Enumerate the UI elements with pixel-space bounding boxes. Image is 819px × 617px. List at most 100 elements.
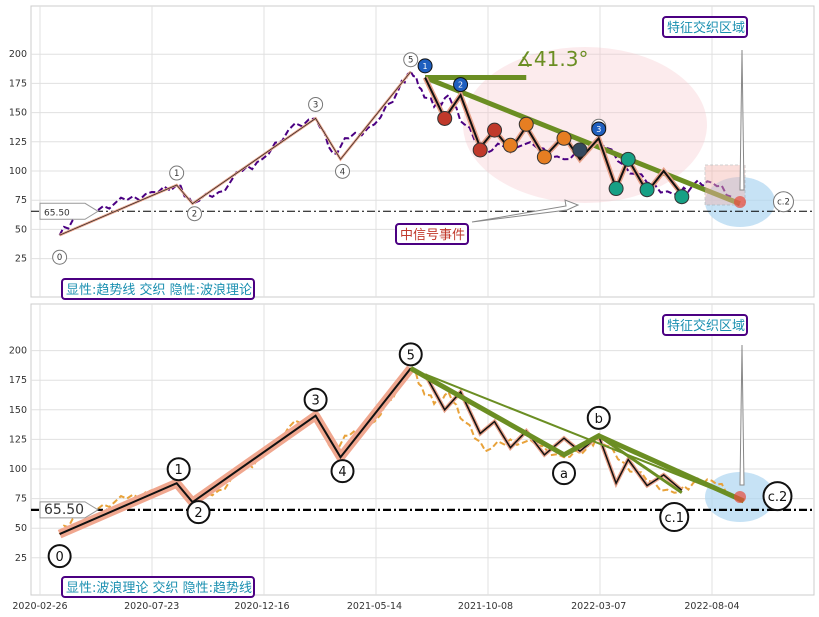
- bottom-wave-marker-0: [47, 544, 72, 569]
- bottom-wave-label-3: 3: [311, 394, 319, 409]
- bottom-wave-label-6: a: [560, 467, 568, 482]
- top-subwave-label-2: 3: [596, 125, 601, 134]
- bottom-wave-marker-1: [166, 457, 191, 482]
- bottom-wave-marker-4: [330, 459, 355, 484]
- top-subwave-dot-5: [536, 149, 552, 165]
- top-ytick-7: 200: [9, 49, 27, 60]
- bottom-ytick-4: 125: [9, 434, 27, 445]
- top-wave-label-5: 5: [408, 56, 413, 66]
- signal-arrow: [471, 199, 580, 223]
- xtick-1: 2020-07-23: [124, 601, 179, 612]
- bottom-ytick-0: 25: [15, 553, 27, 564]
- top-subwave-dot-6: [556, 130, 572, 146]
- xtick-4: 2021-10-08: [458, 601, 513, 612]
- top-wave-marker-2: [187, 206, 203, 222]
- top-subwave-dot-2: [487, 122, 503, 138]
- bottom-ytick-6: 175: [9, 375, 27, 386]
- top-feature-box: 特征交织区域: [662, 16, 748, 38]
- bottom-wave-label-5: 5: [407, 348, 415, 363]
- bottom-feature-box: 特征交织区域: [662, 314, 748, 336]
- top-wave-label-7: c.2: [777, 198, 790, 208]
- bottom-ytick-5: 150: [9, 405, 27, 416]
- bottom-feature-point: [734, 491, 746, 503]
- top-wave-marker-4: [335, 163, 351, 179]
- top-wave-marker-7: [772, 191, 794, 213]
- bottom-wave-label-2: 2: [194, 506, 202, 521]
- top-corrective-wave: [424, 77, 683, 196]
- top-corner-box: 显性:趋势线 交织 隐性:波浪理论: [61, 278, 255, 300]
- top-subwave-marker-2: [591, 121, 607, 137]
- xtick-2: 2020-12-16: [234, 601, 289, 612]
- bottom-trend-line-2: [409, 366, 745, 504]
- angle-label: ∡41.3°: [516, 47, 588, 71]
- top-corner-text: 显性:趋势线 交织 隐性:波浪理论: [66, 282, 252, 298]
- bottom-impulse-wave: [59, 367, 412, 536]
- bottom-wave-marker-7: [586, 405, 611, 430]
- top-wave-label-3: 3: [313, 100, 318, 110]
- bottom-wave-label-8: c.1: [664, 511, 684, 526]
- top-wave-label-4: 4: [340, 167, 345, 177]
- top-ytick-3: 100: [9, 166, 27, 177]
- top-subwave-marker-0: [417, 58, 433, 74]
- top-wave-marker-3: [308, 96, 324, 112]
- bottom-ytick-3: 100: [9, 464, 27, 475]
- bottom-ref-label: 65.50: [44, 502, 84, 518]
- top-feature-point: [734, 196, 746, 208]
- bottom-wave-label-9: c.2: [768, 490, 788, 505]
- top-subwave-dot-11: [674, 189, 690, 205]
- top-wave-label-2: 2: [192, 210, 197, 220]
- bottom-ytick-7: 200: [9, 346, 27, 357]
- bottom-wave-label-7: b: [595, 412, 603, 427]
- bottom-wave-marker-8: [659, 502, 690, 533]
- bottom-ref-arrow: [39, 501, 99, 519]
- top-subwave-dot-0: [437, 110, 453, 126]
- bottom-feature-text: 特征交织区域: [667, 318, 745, 334]
- xtick-6: 2022-08-04: [684, 601, 739, 612]
- xtick-5: 2022-03-07: [571, 601, 626, 612]
- xtick-3: 2021-05-14: [347, 601, 402, 612]
- top-subwave-dot-7: [572, 142, 588, 158]
- top-ytick-5: 150: [9, 108, 27, 119]
- bottom-ytick-1: 50: [15, 523, 27, 534]
- bottom-wave-marker-6: [552, 461, 577, 486]
- bottom-wave-marker-3: [303, 387, 328, 412]
- top-impulse-wave-core: [59, 71, 411, 236]
- signal-box: 中信号事件: [395, 223, 469, 245]
- signal-text: 中信号事件: [400, 228, 465, 243]
- bottom-ytick-2: 75: [15, 494, 27, 505]
- top-ytick-4: 125: [9, 137, 27, 148]
- top-ref-arrow: [39, 202, 99, 220]
- top-ytick-6: 175: [9, 78, 27, 89]
- top-ref-label: 65.50: [44, 208, 70, 218]
- top-ytick-2: 75: [15, 195, 27, 206]
- top-wave-marker-1: [169, 165, 185, 181]
- top-subwave-dot-8: [608, 181, 624, 197]
- bottom-wave-label-0: 0: [55, 550, 63, 565]
- bottom-corner-box: 显性:波浪理论 交织 隐性:趋势线: [61, 576, 255, 598]
- top-trend-line: [424, 75, 741, 207]
- top-subwave-dot-3: [502, 137, 518, 153]
- bottom-wave-label-4: 4: [338, 465, 346, 480]
- top-ytick-0: 25: [15, 254, 27, 265]
- top-subwave-label-1: 2: [458, 81, 463, 90]
- bottom-wave-label-1: 1: [175, 463, 183, 478]
- top-wave-label-1: 1: [174, 169, 179, 179]
- bottom-feature-arrow: [739, 344, 745, 486]
- top-subwave-marker-1: [453, 77, 469, 93]
- bottom-trend-line-3: [597, 434, 683, 494]
- xtick-0: 2020-02-26: [12, 601, 67, 612]
- top-feature-arrow: [739, 49, 745, 191]
- bottom-wave-marker-9: [762, 481, 793, 512]
- bottom-overlays: 65.50 0 1 2 3 4 5 a b c.1 c.2: [31, 342, 814, 569]
- top-subwave-dot-9: [620, 151, 636, 167]
- bottom-wave-marker-5: [398, 342, 423, 367]
- top-feature-text: 特征交织区域: [667, 20, 745, 36]
- top-subwave-dot-4: [518, 116, 534, 132]
- top-wave-label-0: 0: [57, 253, 62, 263]
- top-subwave-dot-10: [639, 182, 655, 198]
- bottom-wave-marker-2: [186, 500, 211, 525]
